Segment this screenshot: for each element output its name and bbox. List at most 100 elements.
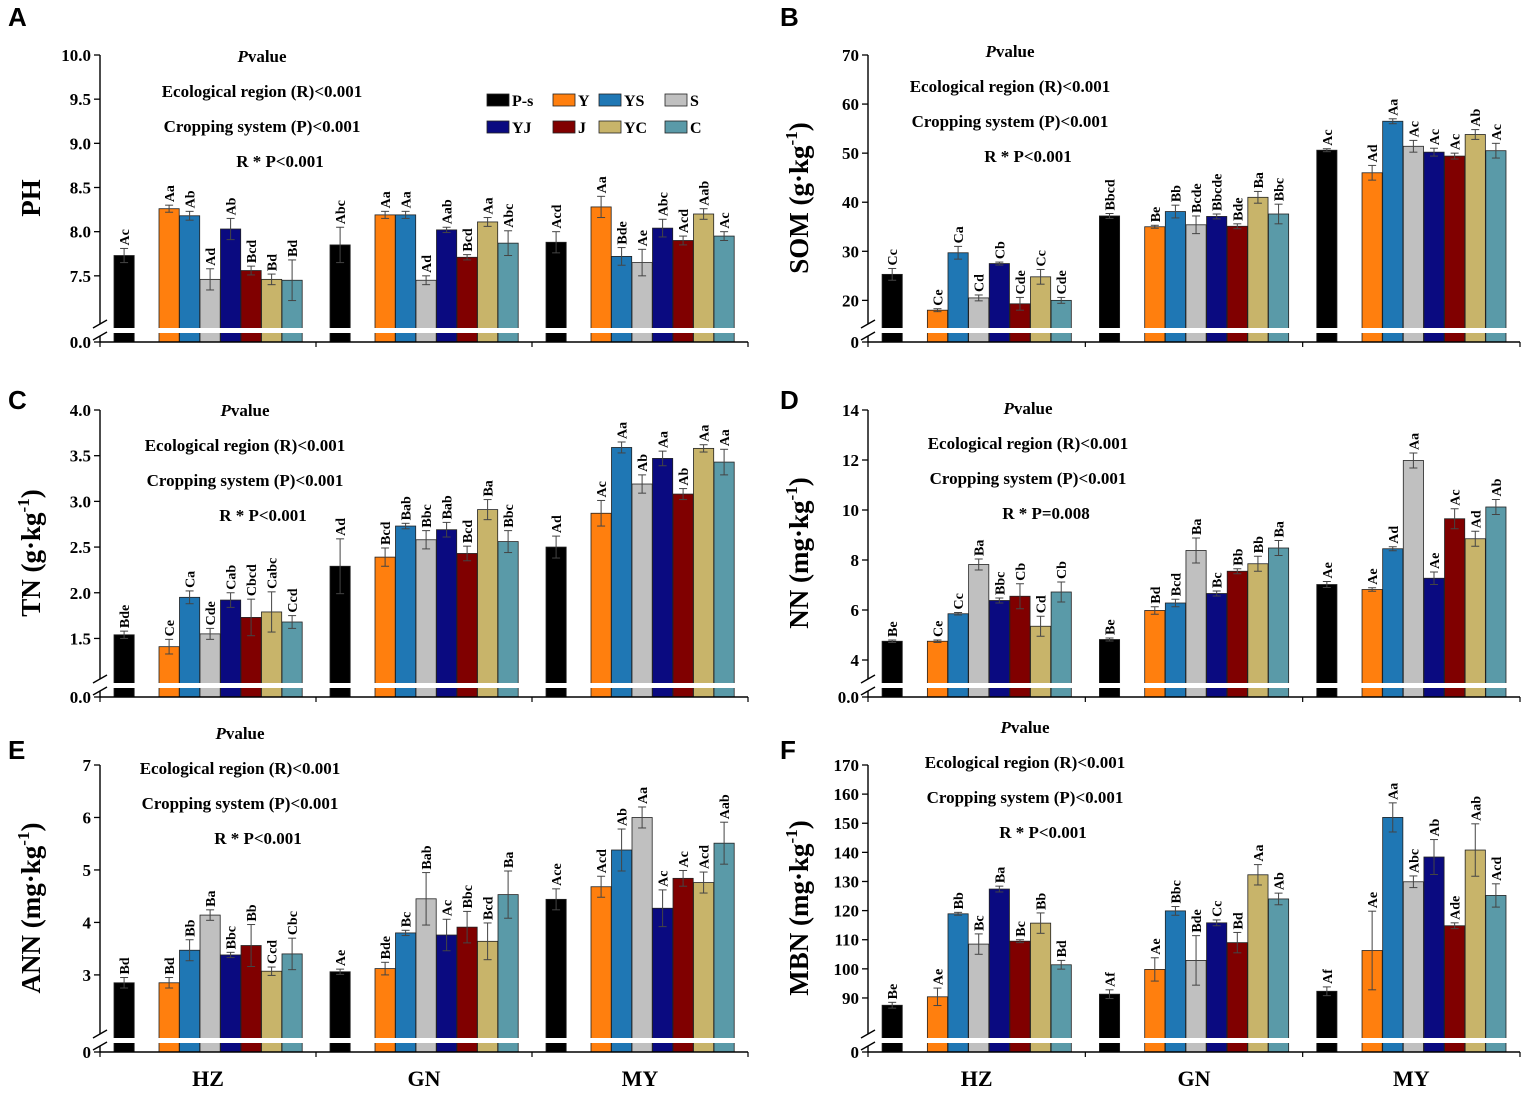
significance-letter: Bcde <box>1190 183 1205 213</box>
y-tick-label: 4.0 <box>70 401 91 420</box>
bar-yj-gn <box>1206 593 1228 698</box>
significance-letter: Ba <box>1273 521 1288 537</box>
significance-letter: Ad <box>420 255 435 273</box>
significance-letter: Bab <box>441 495 456 519</box>
significance-letter: Cb <box>1055 561 1070 579</box>
significance-letter: Bab <box>400 496 415 520</box>
bar-yc-gn <box>1247 563 1269 698</box>
p-value-line: Cropping system (P)<0.001 <box>927 788 1124 807</box>
p-italic: P <box>219 401 231 420</box>
significance-letter: Bd <box>163 957 178 974</box>
significance-letter: Be <box>886 984 901 1000</box>
bar-yj-my <box>1423 856 1445 1053</box>
significance-letter: Bc <box>1211 572 1226 588</box>
bar-yj-my <box>652 227 674 343</box>
bar-s-gn <box>1185 224 1207 343</box>
y-tick-label: 3.0 <box>70 492 91 511</box>
bar-ys-gn <box>1164 211 1186 343</box>
bar-yj-hz <box>220 228 242 343</box>
significance-letter: Bbc <box>225 926 240 949</box>
bar-yc-my <box>693 882 715 1053</box>
axis-break-mark <box>92 1029 108 1039</box>
y-axis-label: MBN (mg·kg-1) <box>782 820 814 995</box>
bar-s-my <box>1402 881 1424 1053</box>
axis-break-band <box>869 328 1520 333</box>
legend-label: C <box>690 120 702 137</box>
p-value-line: Cropping system (P)<0.001 <box>142 794 339 813</box>
significance-letter: Bb <box>1169 185 1184 202</box>
significance-letter: Ba <box>973 540 988 556</box>
significance-letter: Ac <box>441 900 456 916</box>
significance-letter: Ab <box>636 454 651 472</box>
panel-b: B SOM (g·kg-1) Cc Bbcd Ac Ce Be Ad Ca Bb Aa Cd Bcde A… <box>780 2 1521 352</box>
panel-letter: E <box>8 735 25 765</box>
significance-letter: Ccd <box>286 588 301 612</box>
bar-ys-gn <box>395 214 417 343</box>
bar-yj-my <box>652 458 674 698</box>
y-axis-label-sup: -1 <box>14 498 33 512</box>
legend-swatch-ys <box>598 93 622 107</box>
bar-j-my <box>1444 518 1466 698</box>
p-rest: value <box>231 401 270 420</box>
x-category-label: MY <box>622 1066 659 1091</box>
panel-e: E ANN (mg·kg-1) Bd Ae Ace Bd Bde Acd Bb Bc Ab Ba Bab… <box>8 724 749 1091</box>
significance-letter: Ac <box>595 481 610 497</box>
x-category-label: HZ <box>961 1066 993 1091</box>
y-tick-label: 3.5 <box>70 447 91 466</box>
panel-f: F MBN (mg·kg-1) Be Af Af Ae Ae Ae Bb Bbc Aa Bc Bde Ab… <box>780 718 1521 1091</box>
significance-letter: Bde <box>616 221 631 244</box>
p-value-line: R * P=0.008 <box>1002 504 1090 523</box>
significance-letter: Bb <box>1231 548 1246 565</box>
bar-ys-my <box>1382 548 1404 698</box>
bar-y-gn <box>374 556 396 698</box>
panel-c: C TN (g·kg-1) Bde Ad Ad Ce Bcd Ac Ca Bab Aa Cde Bbc A… <box>8 385 749 707</box>
bar-ys-my <box>1382 120 1404 343</box>
significance-letter: Ac <box>718 212 733 228</box>
bar-yj-gn <box>436 229 458 343</box>
bar-y-my <box>1361 172 1383 343</box>
p-value-line: R * P<0.001 <box>214 829 302 848</box>
significance-letter: Be <box>1149 207 1164 223</box>
significance-letter: Af <box>1321 969 1336 984</box>
bar-p-s-gn <box>1099 215 1121 343</box>
significance-letter: Aa <box>1387 99 1402 116</box>
significance-letter: Ba <box>502 852 517 868</box>
significance-letter: Cde <box>1055 270 1070 294</box>
y-tick-label: 8 <box>851 551 860 570</box>
legend-label: YS <box>624 93 645 110</box>
significance-letter: Ce <box>163 620 178 636</box>
y-tick-label-base: 0.0 <box>838 688 859 707</box>
bar-ys-hz <box>947 913 969 1053</box>
p-value-line: R * P<0.001 <box>984 147 1072 166</box>
significance-letter: Ac <box>677 851 692 867</box>
p-value-line: Ecological region (R)<0.001 <box>928 434 1129 453</box>
significance-letter: Ac <box>1321 129 1336 145</box>
bar-s-gn <box>415 539 437 698</box>
significance-letter: Bd <box>118 957 133 974</box>
bar-yc-my <box>1464 849 1486 1053</box>
y-tick-label: 90 <box>842 989 859 1008</box>
axis-break-band <box>101 683 748 688</box>
significance-letter: Bbc <box>1169 880 1184 903</box>
significance-letter: Acd <box>595 849 610 873</box>
significance-letter: Ad <box>550 515 565 533</box>
bar-yj-my <box>1423 577 1445 698</box>
bar-c-my <box>1485 506 1507 698</box>
y-tick-label: 30 <box>842 242 859 261</box>
bar-c-gn <box>1268 547 1290 698</box>
bar-yc-my <box>1464 134 1486 343</box>
significance-letter: Acd <box>1490 856 1505 880</box>
axis-break-band <box>869 1038 1520 1043</box>
significance-letter: Abc <box>502 204 517 228</box>
legend-swatch-j <box>552 120 576 134</box>
significance-letter: Bd <box>1055 940 1070 957</box>
legend-label: YC <box>624 120 647 137</box>
significance-letter: Bcd <box>461 520 476 544</box>
significance-letter: Ae <box>1366 568 1381 584</box>
bar-j-gn <box>1226 225 1248 343</box>
p-italic: P <box>999 718 1011 737</box>
y-tick-label-base: 0.0 <box>70 333 91 352</box>
significance-letter: Abc <box>1407 849 1422 873</box>
significance-letter: Ae <box>1366 892 1381 908</box>
